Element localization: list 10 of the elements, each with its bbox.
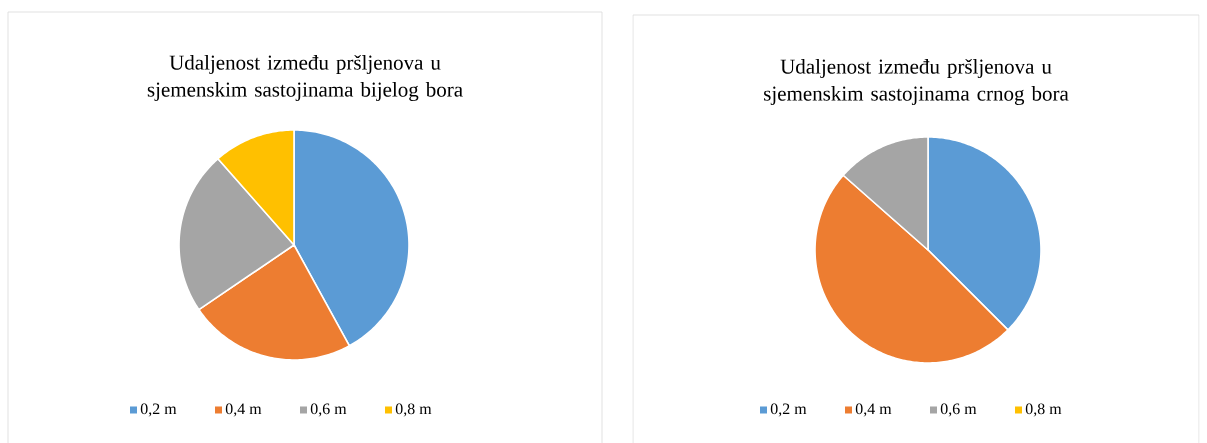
legend-label: 0,8 m <box>395 403 432 417</box>
chart-title: Udaljenost između pršljenova u sjemenskim sastojinama crnog bora <box>764 58 1069 105</box>
legend-label: 0,4 m <box>855 403 892 417</box>
legend-label: 0,2 m <box>770 403 807 417</box>
chart-title: Udaljenost između pršljenova u sjemenskim sastojinama bijelog bora <box>147 54 463 101</box>
legend-label: 0,2 m <box>140 403 177 417</box>
legend-label: 0,8 m <box>1025 403 1062 417</box>
legend-label: 0,6 m <box>940 403 977 417</box>
legend-label: 0,6 m <box>310 403 347 417</box>
legend-label: 0,4 m <box>225 403 262 417</box>
